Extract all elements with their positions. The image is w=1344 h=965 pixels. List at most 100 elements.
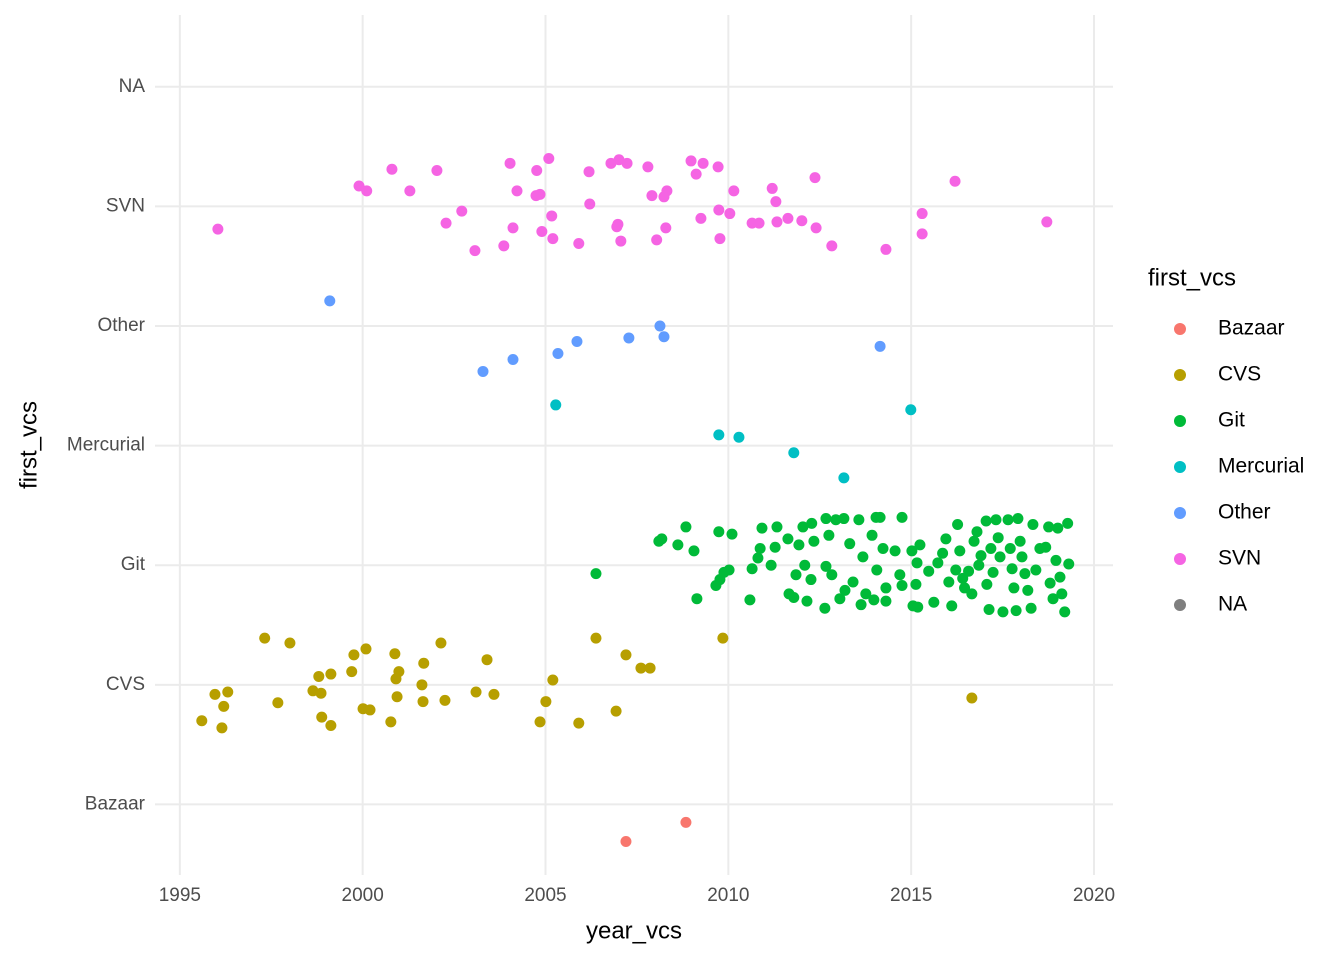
point: [1062, 517, 1074, 529]
point: [658, 331, 670, 343]
point: [644, 662, 656, 674]
point: [728, 185, 740, 197]
y-tick-label: NA: [119, 76, 146, 97]
point: [691, 593, 703, 605]
point: [826, 240, 838, 252]
point: [1014, 535, 1026, 547]
point: [830, 514, 842, 526]
point: [788, 447, 800, 459]
point: [990, 514, 1002, 526]
point: [1016, 551, 1028, 563]
point: [346, 666, 358, 678]
point: [697, 157, 709, 169]
point: [534, 716, 546, 728]
point: [654, 320, 666, 332]
point: [823, 529, 835, 541]
point: [573, 717, 585, 729]
point: [874, 340, 886, 352]
legend-marker: [1174, 599, 1186, 611]
point: [547, 233, 559, 245]
point: [987, 566, 999, 578]
point: [853, 514, 865, 526]
point: [946, 600, 958, 612]
point: [1044, 577, 1056, 589]
point: [623, 332, 635, 344]
point: [1022, 584, 1034, 596]
point: [440, 217, 452, 229]
point: [313, 670, 325, 682]
point: [272, 697, 284, 709]
point: [752, 552, 764, 564]
x-tick-label: 2000: [342, 885, 384, 906]
point: [389, 648, 401, 660]
point: [844, 538, 856, 550]
point: [857, 551, 869, 563]
point: [746, 563, 758, 575]
point: [723, 564, 735, 576]
point: [470, 686, 482, 698]
point: [1040, 541, 1052, 553]
point: [847, 576, 859, 588]
point: [325, 668, 337, 680]
legend-label: NA: [1218, 593, 1247, 616]
point: [656, 533, 668, 545]
point: [390, 673, 402, 685]
point: [968, 535, 980, 547]
point: [733, 431, 745, 443]
point: [1030, 564, 1042, 576]
point: [216, 722, 228, 734]
point: [507, 222, 519, 234]
point: [315, 687, 327, 699]
point: [819, 602, 831, 614]
point: [690, 168, 702, 180]
point: [209, 688, 221, 700]
point: [212, 223, 224, 235]
point: [744, 594, 756, 606]
point: [658, 191, 670, 203]
point: [488, 688, 500, 700]
point: [635, 662, 647, 674]
point: [916, 208, 928, 220]
point: [316, 711, 328, 723]
point: [361, 185, 373, 197]
point: [611, 221, 623, 233]
point: [770, 196, 782, 208]
point: [877, 542, 889, 554]
point: [498, 240, 510, 252]
point: [1054, 571, 1066, 583]
x-tick-label: 2020: [1073, 885, 1115, 906]
point: [782, 533, 794, 545]
point: [222, 686, 234, 698]
point: [940, 533, 952, 545]
point: [912, 601, 924, 613]
point: [646, 190, 658, 202]
y-tick-label: CVS: [106, 674, 145, 695]
point: [992, 532, 1004, 544]
point: [971, 526, 983, 538]
x-axis-title: year_vcs: [586, 917, 682, 944]
point: [660, 222, 672, 234]
point: [386, 163, 398, 175]
legend-title: first_vcs: [1148, 264, 1236, 291]
point: [511, 185, 523, 197]
point: [534, 188, 546, 200]
point: [348, 649, 360, 661]
point: [809, 172, 821, 184]
point: [1019, 568, 1031, 580]
point: [839, 584, 851, 596]
point: [973, 559, 985, 571]
point: [838, 472, 850, 484]
legend-label: CVS: [1218, 363, 1261, 386]
x-tick-label: 2010: [707, 885, 749, 906]
point: [797, 521, 809, 533]
point: [916, 228, 928, 240]
point: [713, 204, 725, 216]
point: [943, 576, 955, 588]
point: [959, 582, 971, 594]
point: [966, 692, 978, 704]
point: [695, 212, 707, 224]
point: [1006, 563, 1018, 575]
point: [880, 595, 892, 607]
point: [416, 679, 428, 691]
